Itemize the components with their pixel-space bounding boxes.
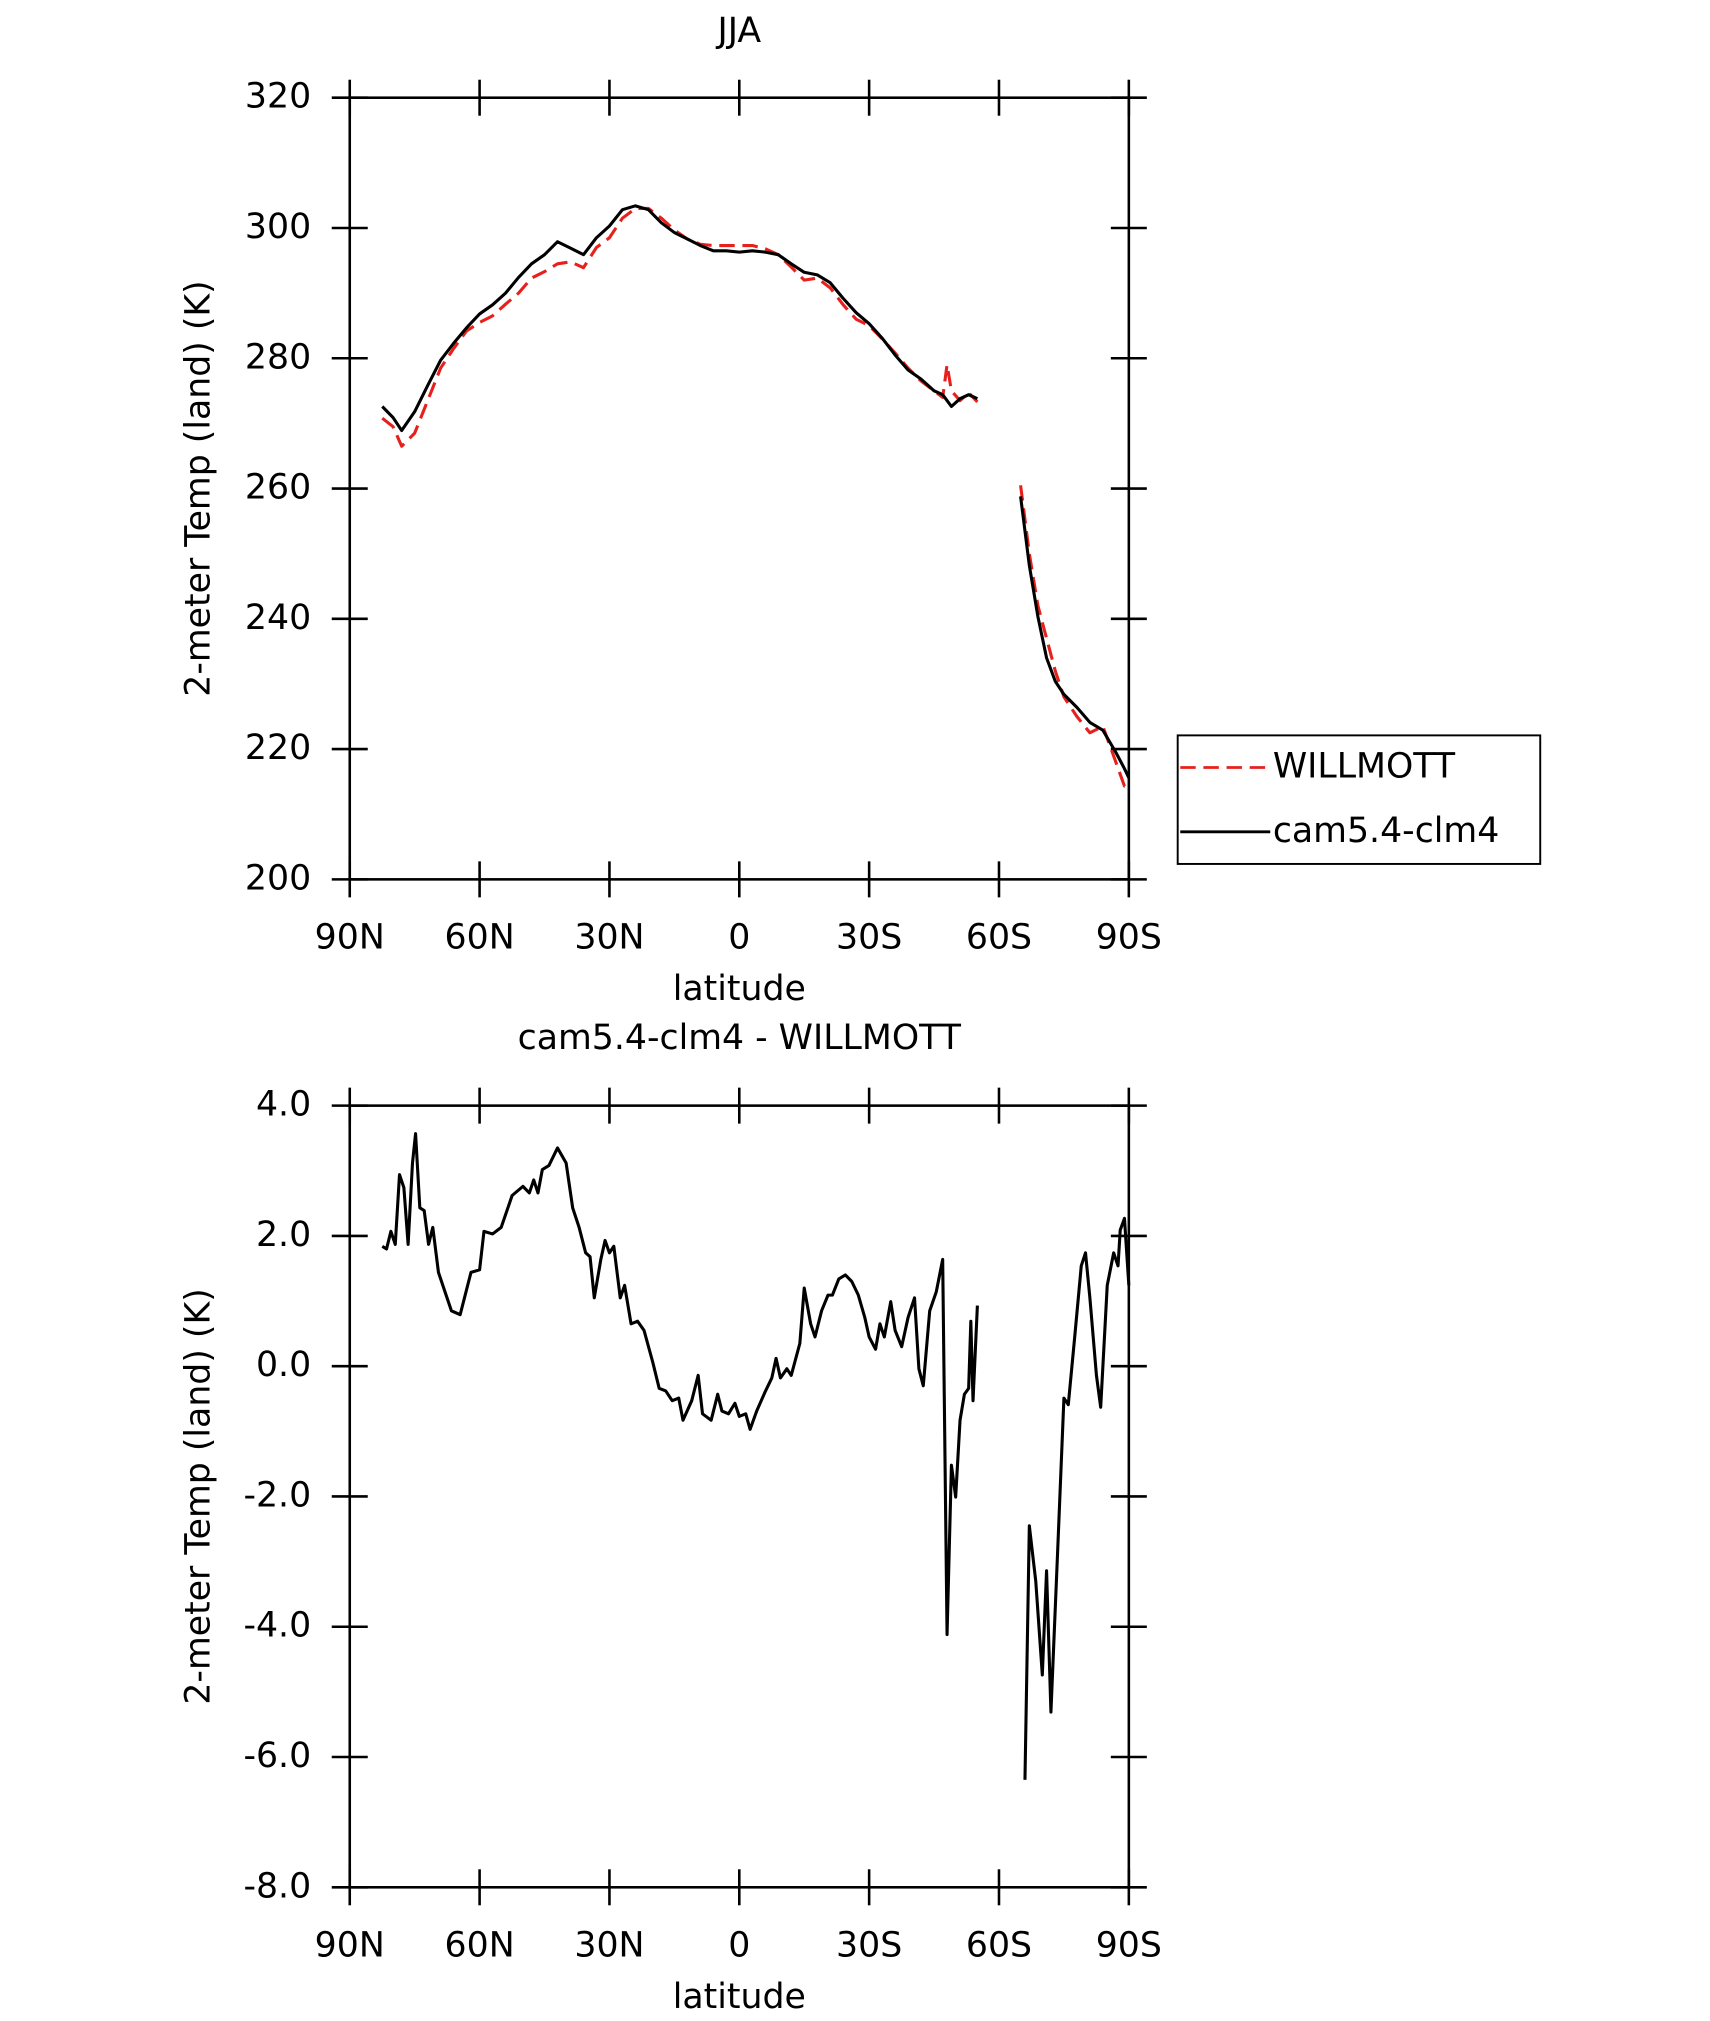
- y-tick-label: 0.0: [256, 1345, 311, 1385]
- x-tick-label: 90S: [1096, 1925, 1162, 1965]
- y-tick-label: 2.0: [256, 1215, 311, 1255]
- y-tick-label: -4.0: [243, 1606, 311, 1646]
- y-tick-label: 260: [245, 468, 311, 508]
- plot-frame: [348, 96, 1131, 881]
- x-tick-label: 60S: [966, 918, 1032, 958]
- y-tick-label: -2.0: [243, 1475, 311, 1515]
- x-tick-label: 30S: [836, 1925, 902, 1965]
- y-tick-label: 220: [245, 728, 311, 768]
- x-axis-label: latitude: [673, 969, 806, 1009]
- y-tick-label: 4.0: [256, 1085, 311, 1125]
- y-tick-label: -8.0: [243, 1866, 311, 1906]
- legend-label: cam5.4-clm4: [1273, 811, 1499, 851]
- y-tick-label: 280: [245, 337, 311, 377]
- y-axis-label: 2-meter Temp (land) (K): [178, 1288, 218, 1704]
- x-tick-label: 90N: [315, 1925, 385, 1965]
- x-tick-label: 90S: [1096, 918, 1162, 958]
- x-tick-label: 30S: [836, 918, 902, 958]
- chart-title: JJA: [715, 11, 761, 51]
- legend-box: [1176, 734, 1542, 865]
- y-axis-label: 2-meter Temp (land) (K): [178, 280, 218, 696]
- x-tick-label: 30N: [574, 918, 644, 958]
- x-tick-label: 60N: [445, 918, 515, 958]
- y-tick-label: 300: [245, 207, 311, 247]
- data-line: [381, 206, 1129, 788]
- x-tick-label: 30N: [574, 1925, 644, 1965]
- x-tick-label: 60S: [966, 1925, 1032, 1965]
- x-tick-label: 90N: [315, 918, 385, 958]
- y-tick-label: -6.0: [243, 1736, 311, 1776]
- plot-frame: [348, 1104, 1131, 1889]
- legend-label: WILLMOTT: [1273, 747, 1456, 787]
- data-line: [381, 1132, 1131, 1780]
- x-tick-label: 60N: [445, 1925, 515, 1965]
- data-line: [381, 204, 1131, 779]
- chart-title: cam5.4-clm4 - WILLMOTT: [518, 1018, 962, 1058]
- x-axis-label: latitude: [673, 1977, 806, 2017]
- y-tick-label: 320: [245, 77, 311, 117]
- y-tick-label: 200: [245, 858, 311, 898]
- x-tick-label: 0: [728, 918, 750, 958]
- y-tick-label: 240: [245, 598, 311, 638]
- x-tick-label: 0: [728, 1925, 750, 1965]
